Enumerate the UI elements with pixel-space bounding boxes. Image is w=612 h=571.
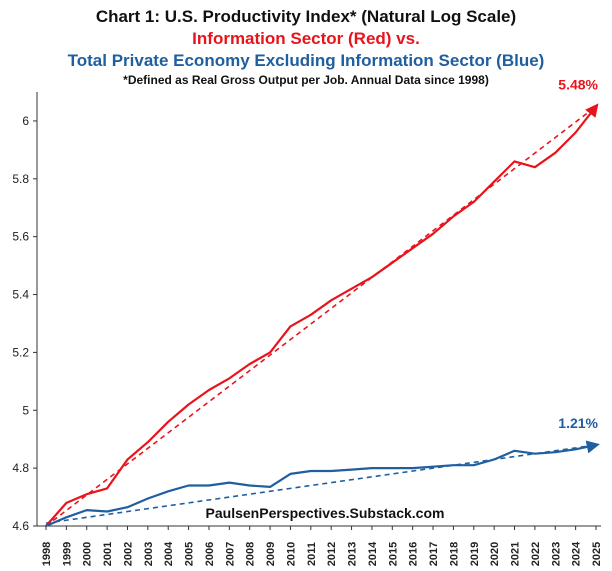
growth-annotation: 5.48%	[558, 76, 598, 92]
y-tick-label: 5.6	[12, 230, 29, 244]
y-tick-label: 5.2	[12, 345, 29, 359]
x-tick-label: 2014	[367, 541, 379, 566]
chart-subtitle-blue: Total Private Economy Excluding Informat…	[67, 51, 545, 70]
annotations: 5.48% 1.21%	[558, 76, 598, 431]
x-tick-label: 2018	[448, 542, 460, 566]
chart-titles: Chart 1: U.S. Productivity Index* (Natur…	[0, 6, 612, 88]
series-line	[45, 440, 600, 528]
x-tick-label: 2016	[408, 542, 420, 566]
x-tick-label: 2012	[326, 542, 338, 566]
y-tick-label: 6	[22, 114, 29, 128]
x-tick-label: 2003	[143, 542, 155, 566]
x-tick-label: 2024	[571, 541, 583, 566]
x-tick-label: 2023	[550, 542, 562, 566]
y-tick-label: 5.4	[12, 288, 29, 302]
x-tick-label: 2025	[591, 542, 603, 566]
x-tick-label: 2008	[245, 542, 257, 566]
x-tick-label: 2011	[306, 542, 318, 566]
chart-subtitle-red: Information Sector (Red) vs.	[192, 29, 420, 48]
trend-lines	[45, 105, 597, 527]
x-tick-label: 2013	[347, 542, 359, 566]
chart-note: *Defined as Real Gross Output per Job. A…	[123, 73, 489, 87]
growth-annotation: 1.21%	[558, 415, 598, 431]
watermark-text: PaulsenPerspectives.Substack.com	[206, 505, 445, 521]
series-lines	[45, 103, 600, 528]
series-line	[45, 103, 599, 527]
x-tick-label: 2021	[510, 542, 522, 566]
x-tick-label: 2010	[285, 542, 297, 566]
x-tick-label: 2001	[102, 542, 114, 566]
x-tick-label: 2022	[530, 542, 542, 566]
y-tick-label: 5.8	[12, 172, 29, 186]
x-tick-label: 2002	[122, 542, 134, 566]
y-tick-label: 4.6	[12, 519, 29, 533]
x-tick-label: 2006	[204, 542, 216, 566]
trend-line	[45, 105, 597, 527]
x-tick-label: 2017	[428, 542, 440, 566]
axes: 4.6 4.8 5 5.2 5.4 5.6 5.8 6 1998 1999 2000 2001 2002…	[12, 92, 603, 566]
y-tick-label: 4.8	[12, 461, 29, 475]
x-tick-label: 2007	[224, 542, 236, 566]
x-tick-label: 1999	[61, 542, 73, 566]
x-tick-label: 2005	[184, 542, 196, 566]
x-tick-label: 1998	[41, 542, 53, 566]
x-tick-label: 2015	[387, 542, 399, 566]
y-tick-label: 5	[22, 403, 29, 417]
x-tick-label: 2009	[265, 542, 277, 566]
x-tick-label: 2000	[82, 542, 94, 566]
chart-title: Chart 1: U.S. Productivity Index* (Natur…	[95, 7, 517, 26]
trend-line	[45, 444, 597, 524]
x-tick-label: 2019	[469, 542, 481, 566]
x-tick-label: 2004	[163, 541, 175, 566]
x-tick-label: 2020	[489, 542, 501, 566]
